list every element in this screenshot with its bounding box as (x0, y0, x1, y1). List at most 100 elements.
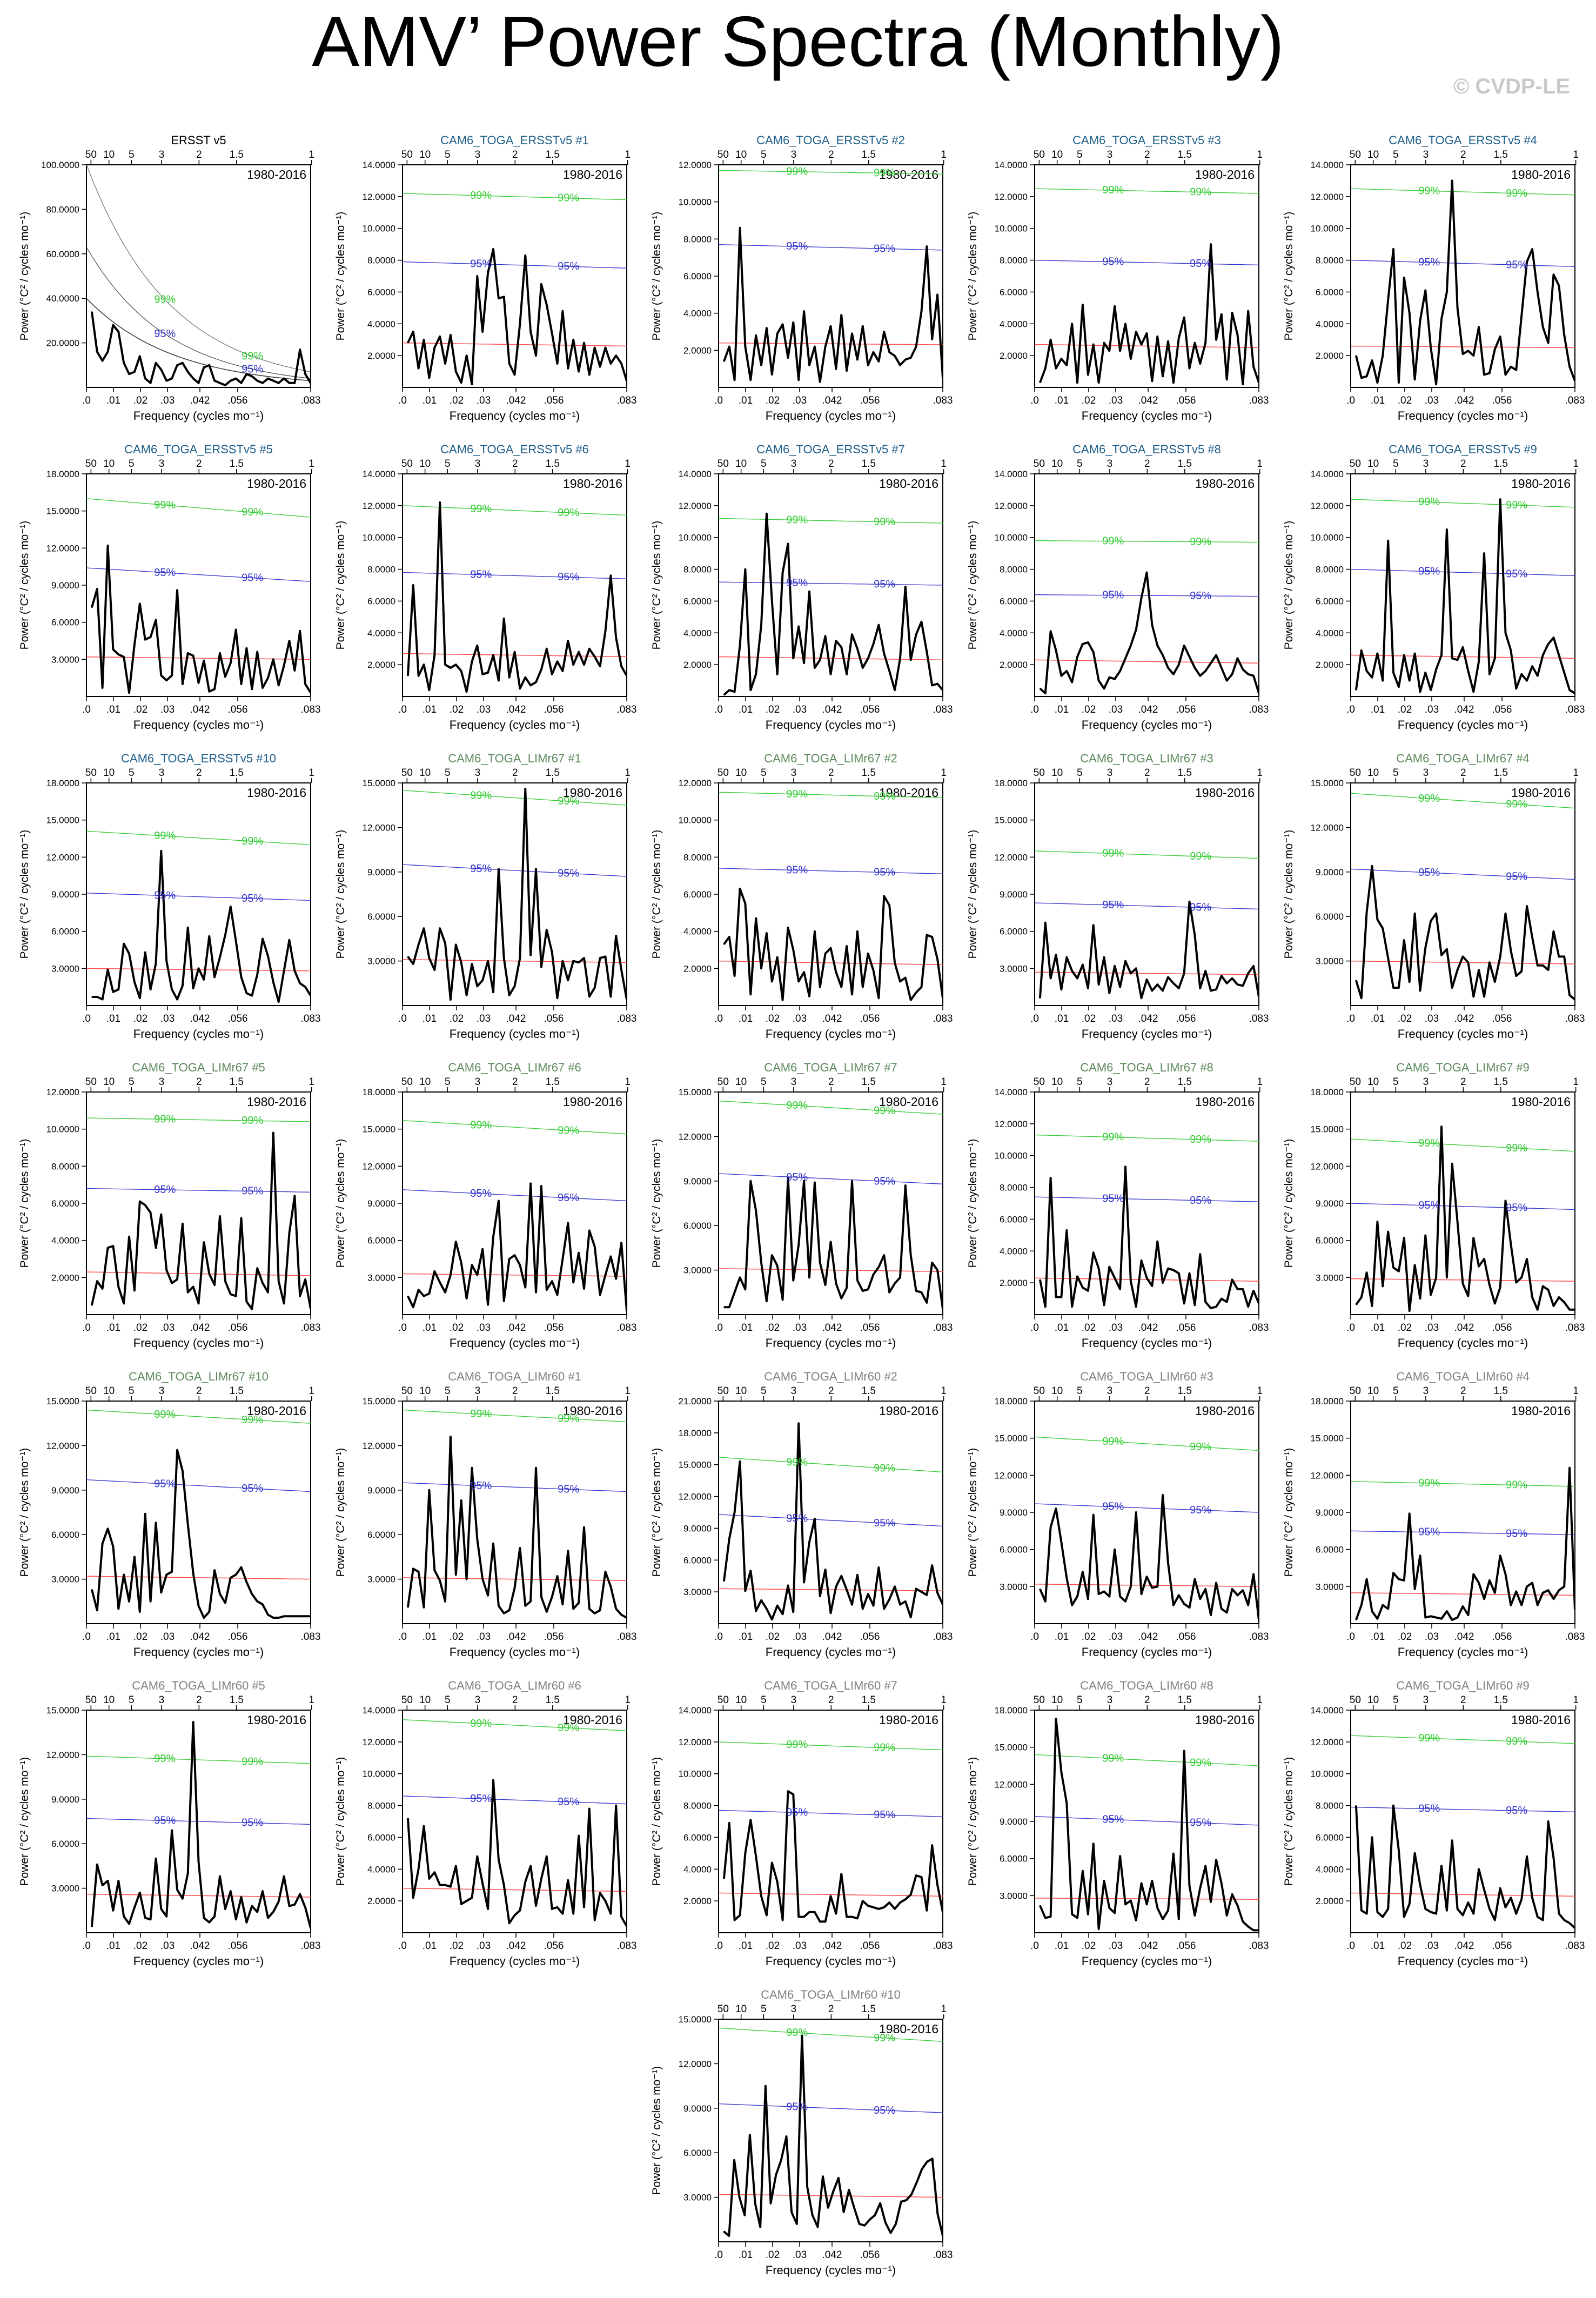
spectrum-point (556, 1576, 558, 1577)
spectrum-point (567, 1222, 569, 1224)
spectrum-point (177, 1279, 178, 1280)
spectrum-point (294, 1904, 296, 1905)
period-label: 1980-2016 (879, 168, 938, 182)
y-tick-label: 10.0000 (995, 533, 1028, 543)
plot-frame (1034, 1091, 1259, 1315)
x-tick-label: .01 (423, 1013, 437, 1024)
spectrum-point (1436, 1617, 1437, 1618)
spectrum-point (273, 1132, 274, 1134)
x-tick-label: .056 (860, 2249, 880, 2261)
y-tick-label: 6.0000 (51, 618, 79, 628)
spectrum-point (519, 323, 521, 325)
x-tick-label: .0 (82, 1013, 91, 1024)
x-tick-label: .056 (228, 1013, 248, 1024)
ci95-label: 95% (1190, 590, 1211, 602)
spectrum-line (1038, 900, 1259, 1000)
ci99-label: 99% (242, 835, 263, 847)
spectrum-panel: CAM6_TOGA_ERSSTv5 #450 10 5 3 2 1.5 1.0.01.02.… (1283, 133, 1585, 423)
ci99-line (403, 1409, 627, 1423)
spectrum-point (551, 333, 553, 334)
spectrum-point (594, 347, 595, 349)
spectrum-point (793, 1280, 794, 1281)
spectrum-point (584, 957, 585, 959)
spectrum-point (578, 651, 579, 653)
spectrum-point (761, 1262, 762, 1263)
top-tick-label: 1.5 (230, 1385, 244, 1397)
spectrum-point (246, 993, 247, 994)
spectrum-point (1205, 1301, 1206, 1303)
spectrum-point (734, 1292, 735, 1293)
ci99-line (1351, 188, 1575, 196)
spectrum-point (1404, 1580, 1405, 1581)
x-tick-label: .042 (822, 395, 842, 406)
spectrum-point (734, 1919, 735, 1921)
spectrum-point (1103, 956, 1105, 958)
x-tick-label: .0 (1346, 704, 1355, 715)
x-tick-label: .03 (1425, 1013, 1439, 1024)
spectrum-point (766, 1301, 767, 1302)
spectrum-point (219, 383, 220, 384)
spectrum-point (171, 1282, 172, 1284)
period-label: 1980-2016 (563, 1095, 622, 1109)
spectrum-point (1489, 1908, 1490, 1910)
spectrum-line (91, 849, 311, 1003)
spectrum-point (1216, 1582, 1217, 1584)
spectrum-point (824, 1921, 826, 1922)
spectrum-point (283, 1616, 285, 1617)
spectrum-point (493, 1779, 494, 1781)
spectrum-point (482, 1248, 483, 1250)
top-tick-label: 2 (1460, 767, 1466, 779)
spectrum-point (1103, 1304, 1105, 1306)
top-tick-label: 2 (828, 767, 834, 779)
spectrum-point (1547, 1590, 1549, 1591)
spectrum-point (530, 1601, 531, 1602)
spectrum-point (209, 1922, 210, 1923)
spectrum-point (514, 374, 515, 376)
spectrum-point (1258, 693, 1259, 694)
ci95-label: 95% (558, 260, 579, 272)
spectrum-point (1462, 1283, 1464, 1284)
y-tick-label: 4.0000 (367, 628, 395, 638)
y-tick-label: 15.0000 (679, 2014, 712, 2025)
x-tick-label: .042 (1138, 704, 1158, 715)
spectrum-point (294, 1195, 296, 1197)
top-tick-label: 1.5 (230, 1076, 244, 1088)
spectrum-line (722, 1790, 943, 1923)
spectrum-point (1092, 651, 1094, 653)
spectrum-point (262, 1604, 263, 1605)
spectrum-point (787, 357, 789, 358)
spectrum-point (1055, 649, 1057, 651)
spectrum-point (776, 1265, 778, 1267)
spectrum-point (1574, 1309, 1575, 1310)
y-tick-label: 8.0000 (51, 1161, 79, 1171)
spectrum-point (118, 654, 119, 655)
period-label: 1980-2016 (247, 1404, 306, 1418)
spectrum-point (1387, 1608, 1389, 1610)
x-tick-label: .0 (714, 1631, 723, 1643)
spectrum-point (1547, 644, 1549, 645)
spectrum-point (1253, 1290, 1254, 1291)
spectrum-point (283, 378, 285, 379)
spectrum-point (626, 999, 627, 1000)
panel-title: CAM6_TOGA_LIMr67 #2 (764, 752, 897, 765)
ci99-line (1035, 540, 1259, 543)
top-tick-label: 5 (1393, 1694, 1399, 1706)
spectrum-point (910, 1894, 911, 1895)
ci95-label: 95% (558, 1796, 579, 1808)
top-tick-label: 1.5 (546, 1385, 560, 1397)
spectrum-point (1237, 1594, 1238, 1596)
spectrum-point (1162, 376, 1163, 377)
spectrum-point (1088, 1913, 1089, 1915)
y-tick-label: 6.0000 (367, 912, 395, 922)
spectrum-point (1248, 674, 1249, 675)
y-tick-label: 6.0000 (1316, 912, 1344, 922)
x-tick-label: .03 (477, 704, 491, 715)
spectrum-point (1237, 1905, 1238, 1906)
x-tick-label: .042 (822, 1322, 842, 1334)
spectrum-point (1125, 960, 1126, 962)
spectrum-point (1130, 645, 1131, 646)
y-tick-label: 6.0000 (683, 596, 712, 606)
spectrum-point (525, 676, 526, 678)
x-axis-label: Frequency (cycles mo⁻¹) (766, 2263, 896, 2277)
